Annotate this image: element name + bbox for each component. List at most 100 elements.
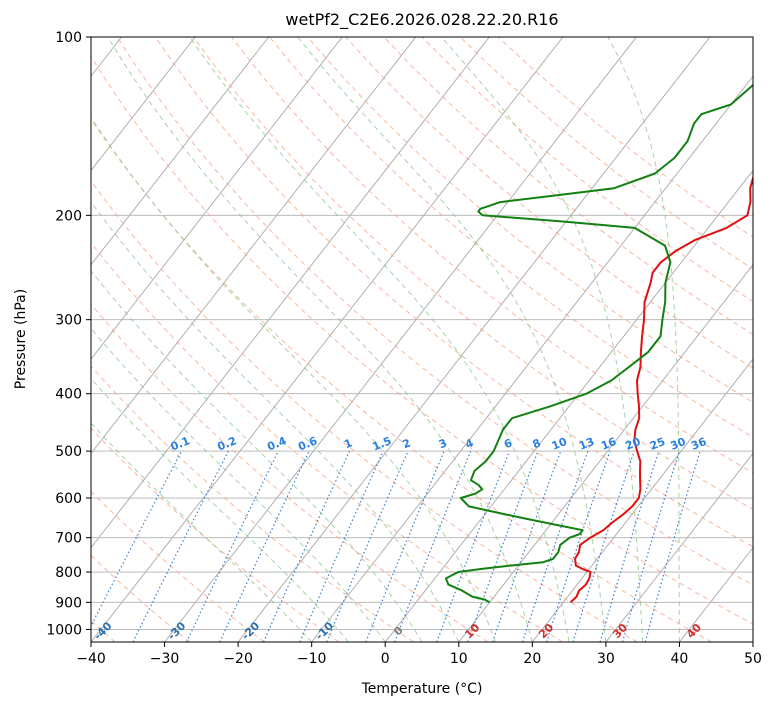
- plot-area: -40 -30 -20 -10 0 10 20 30 40 0.1 0.2 0.4 0.6 1 1.5 2 3…: [91, 37, 753, 642]
- isotherm-line: [384, 169, 753, 642]
- isotherm-line: [605, 452, 753, 642]
- moist-adiabat-lines: [91, 37, 680, 642]
- y-tick-label: 100: [55, 30, 82, 46]
- mixing-ratio-label: 25: [648, 435, 667, 453]
- mixing-ratio-line: [132, 450, 229, 642]
- mixing-ratio-line: [326, 450, 409, 642]
- temperature-profile-line: [569, 174, 753, 604]
- dry-adiabat-line: [231, 37, 753, 474]
- mixing-ratio-label: 1: [342, 436, 354, 451]
- moist-adiabat-line: [91, 201, 460, 642]
- dry-adiabat-line: [192, 37, 753, 511]
- y-tick-label: 400: [55, 387, 82, 403]
- y-tick-label: 300: [55, 313, 82, 329]
- plot-frame: [90, 36, 754, 643]
- mixing-ratio-label: 20: [623, 435, 642, 453]
- x-tick-label: 30: [597, 651, 615, 667]
- y-tick-label: 200: [55, 208, 82, 224]
- dry-adiabat-line: [116, 37, 753, 586]
- x-tick-label: −10: [297, 651, 327, 667]
- isotherm-line: [91, 37, 343, 360]
- moist-adiabat-line: [607, 37, 680, 642]
- isotherm-line: [311, 75, 753, 642]
- x-axis-ticks: −40 −30 −20 −10 0 10 20 30 40 50: [76, 642, 762, 667]
- mixing-ratio-label: 16: [599, 435, 618, 453]
- mixing-ratio-line: [299, 450, 384, 642]
- moist-adiabat-line: [297, 37, 607, 642]
- y-tick-label: 500: [55, 444, 82, 460]
- isotherm-line: [458, 264, 753, 642]
- mixing-ratio-line: [572, 450, 635, 642]
- x-tick-label: 50: [744, 651, 762, 667]
- isotherm-lines: [91, 37, 753, 642]
- mixing-ratio-line: [644, 450, 701, 642]
- moist-adiabat-line: [91, 116, 497, 642]
- dry-adiabat-line: [91, 55, 753, 625]
- isotherm-line: [91, 37, 490, 549]
- isotherm-line: [91, 37, 564, 642]
- moist-adiabat-line: [91, 327, 386, 642]
- mixing-ratio-line: [622, 450, 680, 642]
- dry-adiabat-line: [91, 554, 191, 642]
- moist-adiabat-line: [91, 270, 423, 642]
- dry-adiabat-line: [91, 180, 638, 642]
- dewpoint-profile-line: [444, 83, 753, 604]
- mixing-ratio-line: [262, 450, 351, 642]
- y-tick-label: 1000: [46, 622, 82, 638]
- y-tick-label: 900: [55, 595, 82, 611]
- moist-adiabat-line: [107, 37, 533, 642]
- mixing-ratio-lines: [91, 450, 701, 642]
- mixing-ratio-label: 10: [550, 435, 569, 453]
- y-axis-label: Pressure (hPa): [13, 289, 29, 389]
- dry-adiabat-line: [91, 365, 414, 642]
- x-tick-label: 20: [523, 651, 541, 667]
- chart-title: wetPf2_C2E6.2026.028.22.20.R16: [285, 10, 558, 30]
- isotherm-line: [91, 37, 270, 266]
- mixing-ratio-label: 8: [531, 436, 543, 451]
- x-tick-label: 40: [671, 651, 689, 667]
- dry-adiabat-line: [421, 37, 753, 303]
- isotherm-line: [91, 37, 417, 455]
- profile-series: [444, 83, 753, 604]
- x-axis-label: Temperature (°C): [361, 681, 483, 697]
- mixing-ratio-line: [436, 450, 511, 642]
- y-tick-label: 700: [55, 531, 82, 547]
- moist-adiabat-line: [189, 37, 570, 642]
- y-tick-label: 600: [55, 491, 82, 507]
- mixing-ratio-label: 3: [437, 436, 449, 451]
- mixing-ratio-line: [599, 450, 660, 642]
- dry-adiabat-line: [345, 37, 753, 369]
- dry-adiabat-line: [91, 490, 265, 642]
- moist-adiabat-line: [91, 377, 349, 642]
- y-tick-label: 800: [55, 565, 82, 581]
- mixing-ratio-line: [467, 450, 539, 642]
- dry-adiabat-line: [91, 118, 713, 642]
- dry-adiabat-lines: [91, 37, 753, 642]
- mixing-ratio-label: 30: [669, 435, 688, 453]
- x-tick-label: 10: [450, 651, 468, 667]
- x-tick-label: 0: [381, 651, 390, 667]
- mixing-ratio-line: [546, 450, 611, 642]
- dry-adiabat-line: [91, 241, 563, 642]
- x-tick-label: −20: [223, 651, 253, 667]
- isotherm-line: [164, 37, 637, 642]
- isotherm-line: [237, 37, 711, 642]
- mixing-ratio-line: [492, 450, 562, 642]
- mixing-ratio-label: 36: [689, 435, 708, 453]
- dry-adiabat-line: [91, 303, 489, 642]
- mixing-ratio-label: 2: [401, 436, 413, 451]
- moist-adiabat-line: [91, 422, 313, 642]
- isotherm-line: [531, 358, 753, 642]
- mixing-ratio-line: [521, 450, 589, 642]
- mixing-ratio-line: [394, 450, 472, 642]
- y-axis-ticks: 100 200 300 400 500 600 700 800 900 1000: [46, 30, 91, 638]
- x-tick-label: −40: [76, 651, 106, 667]
- dry-adiabat-line: [91, 427, 340, 642]
- isotherm-line: [91, 37, 196, 172]
- x-tick-label: −30: [150, 651, 180, 667]
- moist-adiabat-line: [441, 37, 644, 642]
- mixing-ratio-label: 13: [577, 435, 596, 453]
- mixing-ratio-line: [365, 450, 445, 642]
